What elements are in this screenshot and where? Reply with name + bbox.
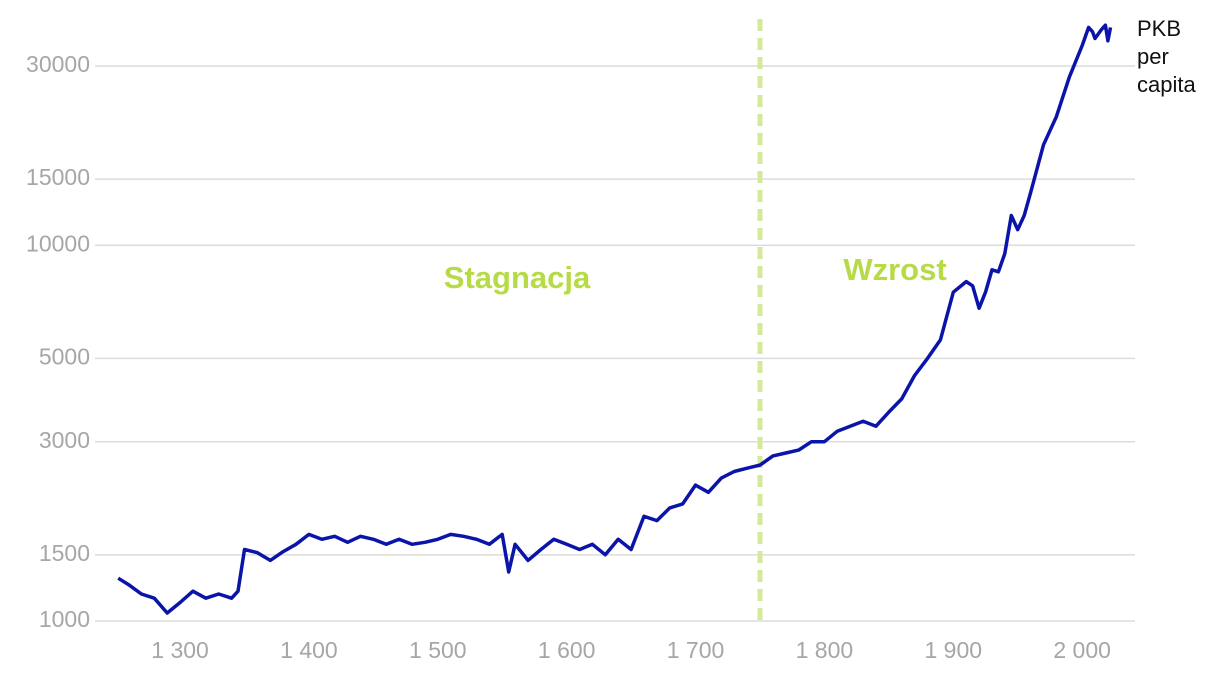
y-tick-label: 10000 bbox=[26, 230, 90, 256]
x-tick-label: 1 800 bbox=[796, 637, 854, 663]
y-tick-label: 15000 bbox=[26, 164, 90, 190]
x-tick-label: 1 600 bbox=[538, 637, 596, 663]
series-label: PKB per capita bbox=[1137, 16, 1196, 97]
x-tick-label: 1 300 bbox=[151, 637, 209, 663]
series-line bbox=[117, 23, 1113, 615]
series-label-line: capita bbox=[1137, 72, 1196, 97]
y-tick-label: 30000 bbox=[26, 51, 90, 77]
y-tick-label: 1500 bbox=[39, 540, 90, 566]
x-tick-label: 1 500 bbox=[409, 637, 467, 663]
x-tick-label: 2 000 bbox=[1053, 637, 1111, 663]
series-label-line: PKB bbox=[1137, 16, 1181, 41]
annotation: Stagnacja bbox=[444, 260, 591, 295]
x-tick-label: 1 400 bbox=[280, 637, 338, 663]
y-tick-label: 1000 bbox=[39, 606, 90, 632]
x-tick-label: 1 700 bbox=[667, 637, 725, 663]
annotation: Wzrost bbox=[843, 252, 946, 287]
x-tick-label: 1 900 bbox=[925, 637, 983, 663]
series-label-line: per bbox=[1137, 44, 1169, 69]
y-tick-label: 3000 bbox=[39, 427, 90, 453]
y-tick-label: 5000 bbox=[39, 343, 90, 369]
